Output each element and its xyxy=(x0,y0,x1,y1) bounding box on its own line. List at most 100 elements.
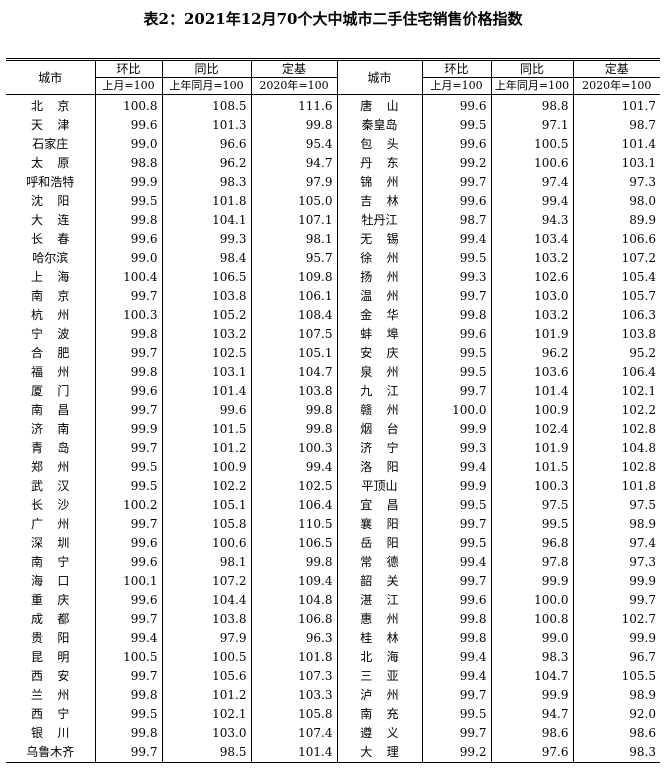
value-cell: 99.6 xyxy=(421,135,491,154)
value-cell: 106.3 xyxy=(572,306,660,325)
city-name: 烟台 xyxy=(360,422,399,436)
value-cell: 99.8 xyxy=(94,325,162,344)
value-cell: 107.4 xyxy=(250,724,337,743)
city-name: 上海 xyxy=(31,270,70,284)
value-cell: 103.6 xyxy=(490,363,573,382)
city-cell: 昆明 xyxy=(6,648,95,667)
value-cell: 100.6 xyxy=(490,154,573,173)
value-cell: 99.8 xyxy=(421,610,491,629)
value-cell: 101.2 xyxy=(161,686,251,705)
value-cell: 108.4 xyxy=(250,306,337,325)
city-cell: 桂林 xyxy=(336,629,422,648)
value-cell: 96.8 xyxy=(490,534,573,553)
city-cell: 三亚 xyxy=(336,667,422,686)
value-cell: 92.0 xyxy=(572,705,660,724)
city-name: 深圳 xyxy=(31,536,70,550)
city-cell: 乌鲁木齐 xyxy=(6,743,95,763)
city-cell: 惠州 xyxy=(336,610,422,629)
city-name: 杭州 xyxy=(31,308,70,322)
value-cell: 105.1 xyxy=(250,344,337,363)
value-cell: 104.1 xyxy=(161,211,251,230)
value-cell: 105.5 xyxy=(572,667,660,686)
value-cell: 102.8 xyxy=(572,458,660,477)
table-title: 表2：2021年12月70个大中城市二手住宅销售价格指数 xyxy=(143,10,523,28)
city-name: 银川 xyxy=(31,726,70,740)
city-name: 扬州 xyxy=(360,270,399,284)
value-cell: 99.7 xyxy=(94,610,162,629)
value-cell: 98.3 xyxy=(490,648,573,667)
value-cell: 99.5 xyxy=(94,192,162,211)
city-cell: 石家庄 xyxy=(6,135,95,154)
value-cell: 99.7 xyxy=(94,287,162,306)
value-cell: 97.9 xyxy=(250,173,337,192)
value-cell: 99.5 xyxy=(421,344,491,363)
value-cell: 102.5 xyxy=(250,477,337,496)
city-name: 桂林 xyxy=(360,631,399,645)
value-cell: 101.8 xyxy=(250,648,337,667)
value-cell: 99.0 xyxy=(94,135,162,154)
city-cell: 丹东 xyxy=(336,154,422,173)
table-row: 长沙 100.2 105.1 106.4 宜昌 99.5 97.5 97.5 xyxy=(6,496,660,515)
city-name: 岳阳 xyxy=(360,536,399,550)
value-cell: 101.4 xyxy=(572,135,660,154)
city-name: 赣州 xyxy=(360,403,399,417)
value-cell: 99.6 xyxy=(94,591,162,610)
city-cell: 襄阳 xyxy=(336,515,422,534)
value-cell: 99.6 xyxy=(421,192,491,211)
value-cell: 99.7 xyxy=(94,344,162,363)
value-cell: 98.8 xyxy=(490,94,573,116)
city-cell: 包头 xyxy=(336,135,422,154)
value-cell: 101.2 xyxy=(161,439,251,458)
value-cell: 101.5 xyxy=(490,458,573,477)
city-name: 无锡 xyxy=(360,232,399,246)
value-cell: 100.5 xyxy=(490,135,573,154)
city-name: 金华 xyxy=(360,308,399,322)
city-cell: 南昌 xyxy=(6,401,95,420)
city-name: 沈阳 xyxy=(31,194,70,208)
header-cell: 上年同月=100 xyxy=(490,77,573,95)
table-row: 太原 98.8 96.2 94.7 丹东 99.2 100.6 103.1 xyxy=(6,154,660,173)
value-cell: 99.5 xyxy=(421,116,491,135)
city-cell: 烟台 xyxy=(336,420,422,439)
value-cell: 99.7 xyxy=(94,667,162,686)
table-row: 成都 99.7 103.8 106.8 惠州 99.8 100.8 102.7 xyxy=(6,610,660,629)
value-cell: 103.2 xyxy=(490,249,573,268)
value-cell: 99.5 xyxy=(421,363,491,382)
city-cell: 湛江 xyxy=(336,591,422,610)
city-cell: 锦州 xyxy=(336,173,422,192)
value-cell: 99.3 xyxy=(161,230,251,249)
value-cell: 102.6 xyxy=(490,268,573,287)
city-name: 包头 xyxy=(360,137,399,151)
value-cell: 98.6 xyxy=(490,724,573,743)
header-cell: 同比 xyxy=(161,59,251,78)
city-name: 昆明 xyxy=(31,650,70,664)
value-cell: 101.5 xyxy=(161,420,251,439)
value-cell: 99.3 xyxy=(421,439,491,458)
city-name: 西宁 xyxy=(31,707,70,721)
value-cell: 103.1 xyxy=(572,154,660,173)
city-cell: 南京 xyxy=(6,287,95,306)
table-row: 长春 99.6 99.3 98.1 无锡 99.4 103.4 106.6 xyxy=(6,230,660,249)
value-cell: 99.9 xyxy=(572,572,660,591)
city-cell: 郑州 xyxy=(6,458,95,477)
city-name: 北海 xyxy=(360,650,399,664)
value-cell: 100.9 xyxy=(490,401,573,420)
value-cell: 97.9 xyxy=(161,629,251,648)
city-cell: 大理 xyxy=(336,743,422,763)
city-cell: 徐州 xyxy=(336,249,422,268)
table-row: 深圳 99.6 100.6 106.5 岳阳 99.5 96.8 97.4 xyxy=(6,534,660,553)
value-cell: 95.4 xyxy=(250,135,337,154)
value-cell: 97.3 xyxy=(572,173,660,192)
value-cell: 107.3 xyxy=(250,667,337,686)
value-cell: 98.0 xyxy=(572,192,660,211)
header-cell: 上月=100 xyxy=(94,77,162,95)
value-cell: 103.4 xyxy=(490,230,573,249)
value-cell: 102.7 xyxy=(572,610,660,629)
value-cell: 103.0 xyxy=(490,287,573,306)
table-row: 贵阳 99.4 97.9 96.3 桂林 99.8 99.0 99.9 xyxy=(6,629,660,648)
city-cell: 秦皇岛 xyxy=(336,116,422,135)
city-cell: 无锡 xyxy=(336,230,422,249)
header-row: 上月=100 上年同月=100 2020年=100 上月=100 上年同月=10… xyxy=(6,77,660,95)
table-row: 哈尔滨 99.0 98.4 95.7 徐州 99.5 103.2 107.2 xyxy=(6,249,660,268)
value-cell: 99.8 xyxy=(250,401,337,420)
